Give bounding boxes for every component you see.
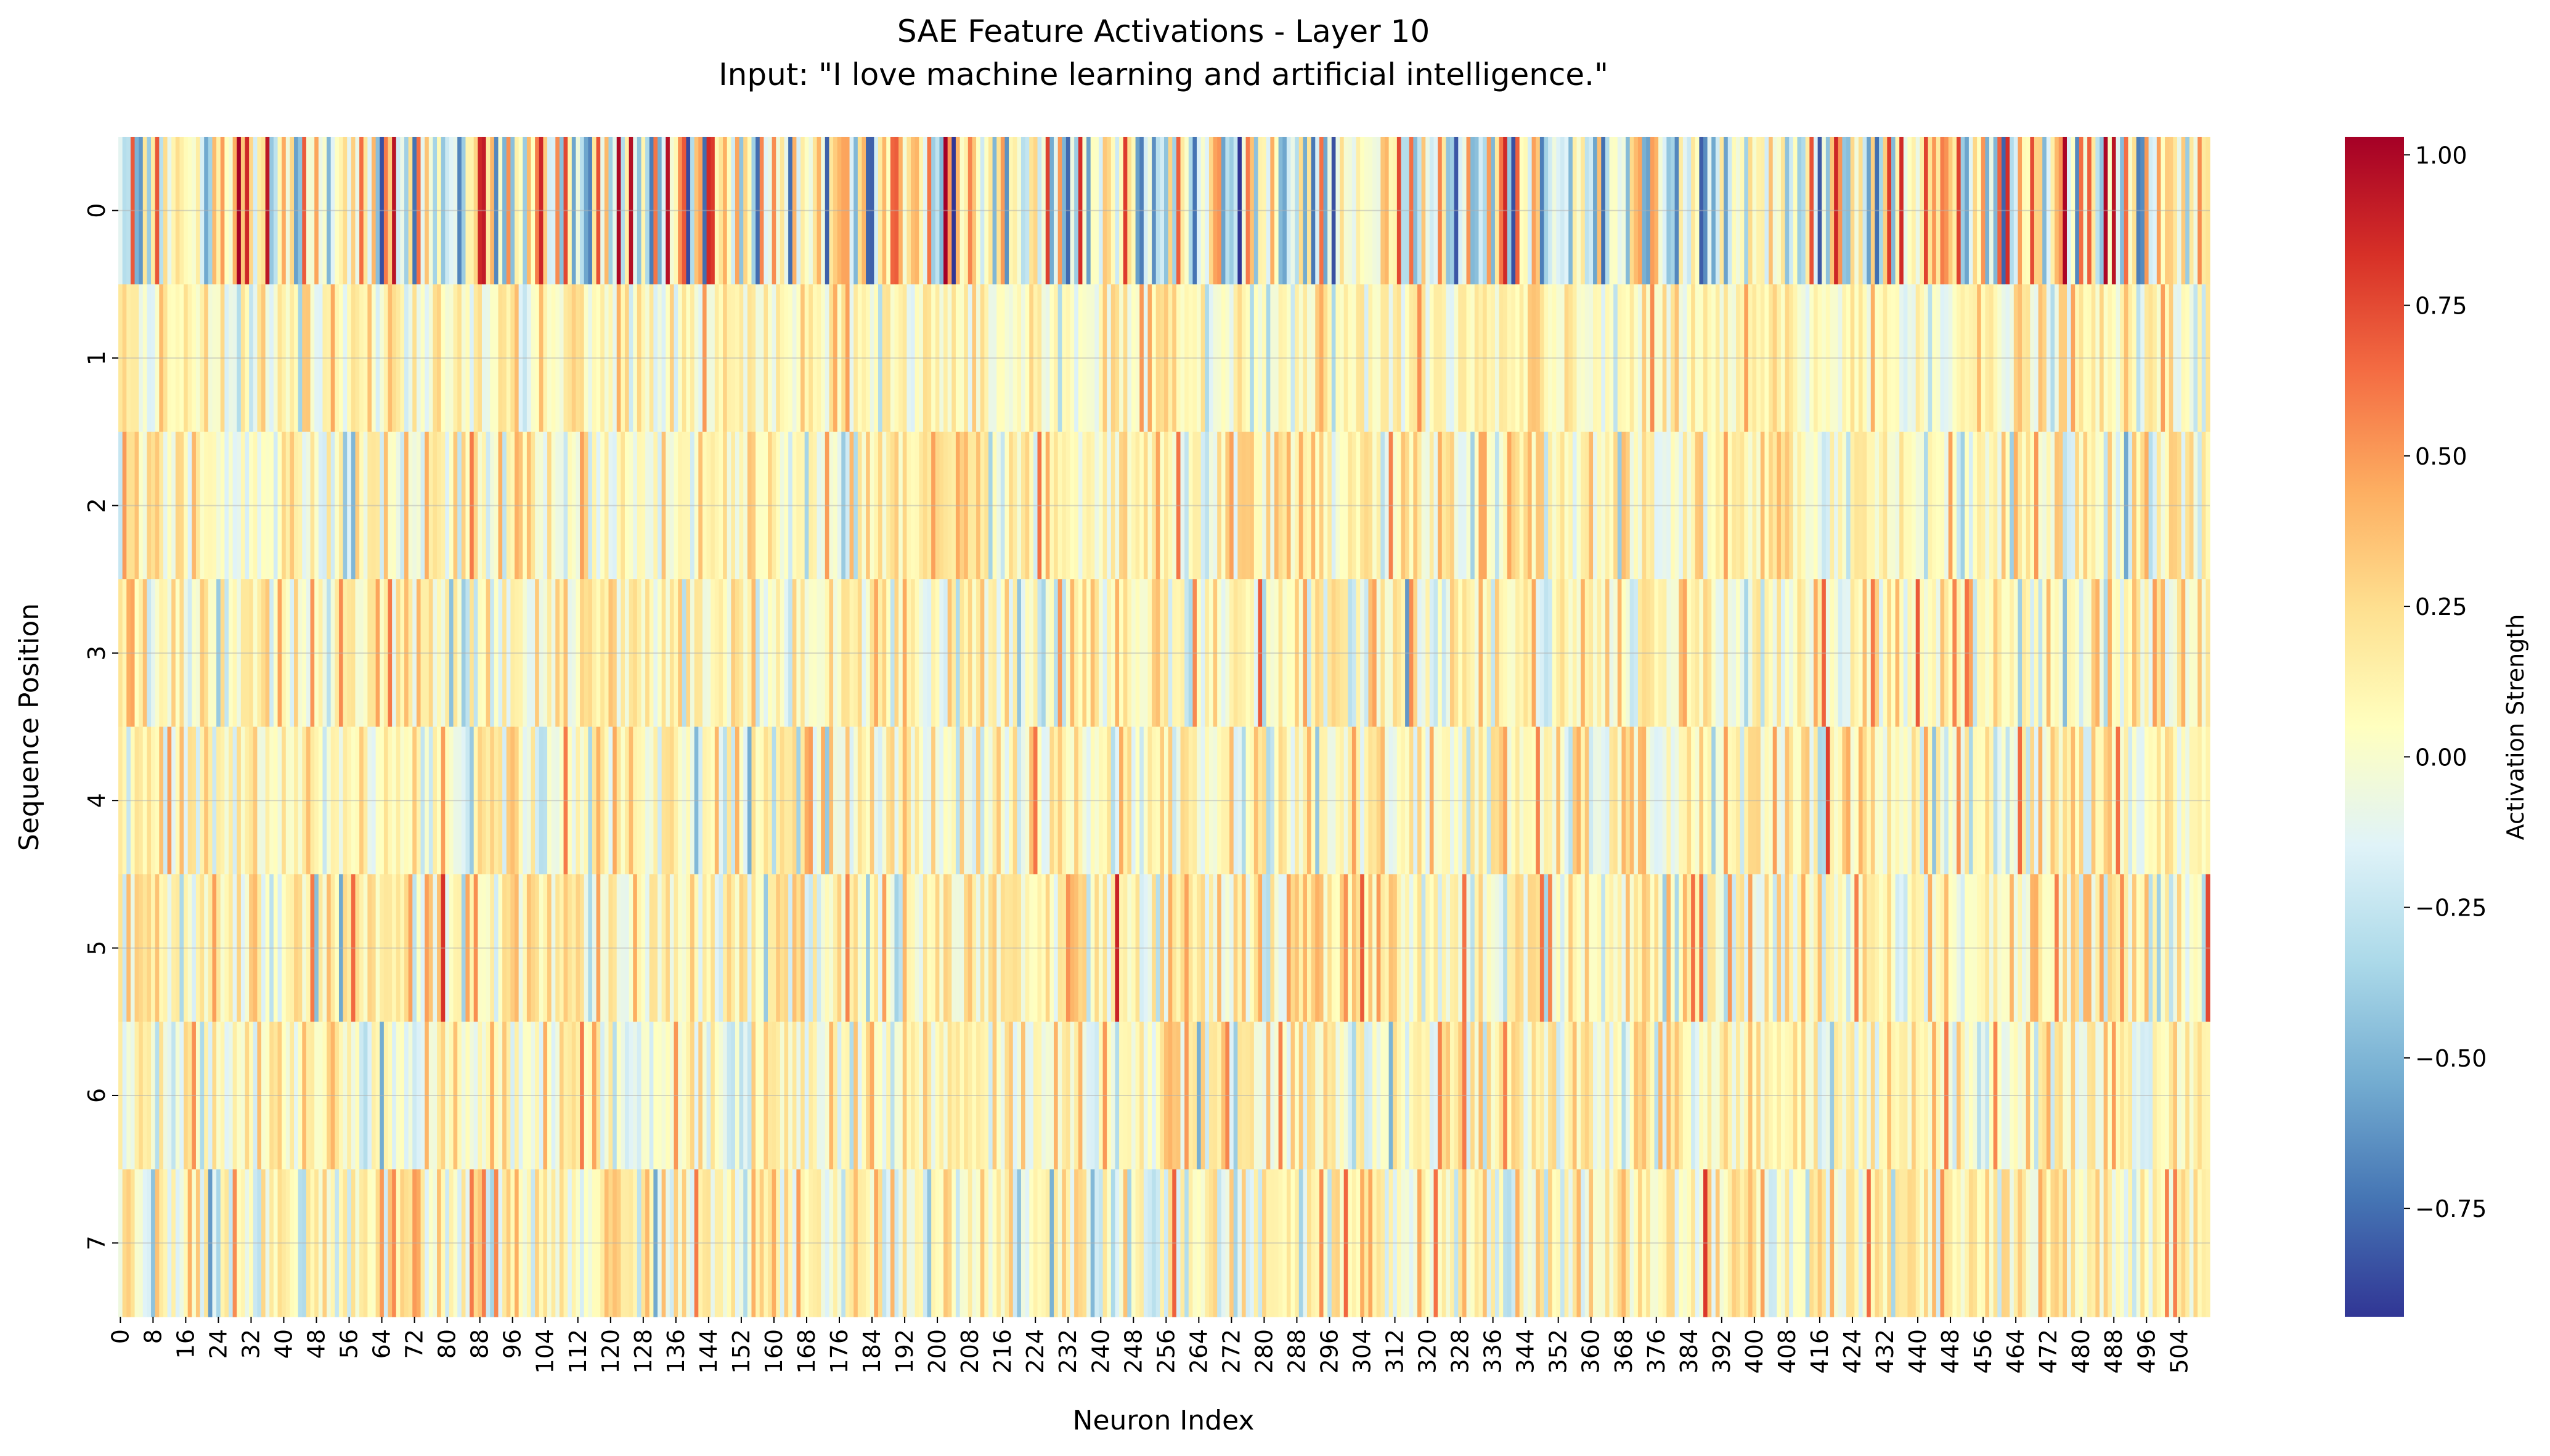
colorbar-tick-label: 0.00 [2415,744,2467,771]
x-tick-label: 192 [891,1329,918,1374]
x-tick-label: 128 [630,1329,657,1374]
y-tick-label: 1 [83,351,110,365]
grid-lines [118,209,2210,1244]
x-tick-label: 88 [466,1329,494,1359]
chart-title: SAE Feature Activations - Layer 10 [897,14,1430,49]
x-tick-label: 344 [1512,1329,1539,1374]
x-tick-label: 200 [924,1329,951,1374]
x-tick-label: 408 [1774,1329,1801,1374]
x-tick-label: 8 [139,1329,166,1344]
x-tick-label: 216 [989,1329,1016,1374]
x-tick-label: 272 [1218,1329,1245,1374]
colorbar-tick-label: 0.75 [2415,293,2467,320]
x-tick-label: 352 [1545,1329,1572,1374]
x-tick-label: 112 [564,1329,592,1374]
x-tick-label: 376 [1643,1329,1670,1374]
x-tick-label: 472 [2035,1329,2062,1374]
x-tick-label: 184 [858,1329,886,1374]
x-tick-label: 384 [1676,1329,1703,1374]
x-tick-label: 240 [1087,1329,1114,1374]
x-tick-label: 304 [1349,1329,1376,1374]
y-tick-label: 2 [83,498,110,513]
x-tick-label: 40 [270,1329,297,1359]
x-tick-label: 120 [597,1329,624,1374]
y-tick-label: 5 [83,940,110,955]
x-tick-label: 208 [956,1329,984,1374]
x-tick-label: 64 [369,1329,396,1359]
y-tick-label: 6 [83,1088,110,1103]
x-tick-label: 296 [1316,1329,1343,1374]
x-tick-label: 48 [303,1329,330,1359]
x-tick-label: 440 [1904,1329,1931,1374]
colorbar-tick-label: −0.25 [2415,895,2487,922]
x-tick-label: 224 [1022,1329,1049,1374]
x-tick-label: 392 [1708,1329,1735,1374]
x-tick-label: 32 [237,1329,264,1359]
x-tick-label: 336 [1480,1329,1507,1374]
x-tick-label: 80 [434,1329,461,1359]
x-tick-label: 280 [1250,1329,1277,1374]
x-tick-label: 488 [2100,1329,2127,1374]
colorbar-label: Activation Strength [2502,614,2529,840]
x-tick-label: 16 [172,1329,199,1359]
x-tick-label: 72 [401,1329,428,1359]
x-tick-label: 152 [728,1329,755,1374]
y-tick-label: 4 [83,793,110,808]
x-tick-label: 104 [532,1329,559,1374]
x-tick-label: 24 [205,1329,232,1359]
x-axis-label: Neuron Index [1073,1405,1255,1436]
x-axis: 0 8 16 24 32 40 48 56 64 72 80 88 96 104 112 120 128 136 1… [107,1317,2193,1374]
x-tick-label: 432 [1872,1329,1899,1374]
x-tick-label: 264 [1185,1329,1212,1374]
heatmap-cells [118,137,2210,1317]
y-tick-label: 3 [83,646,110,661]
x-tick-label: 368 [1610,1329,1637,1374]
colorbar-tick-label: 0.25 [2415,593,2467,620]
x-tick-label: 136 [662,1329,690,1374]
colorbar-tick-label: −0.75 [2415,1195,2487,1222]
x-tick-label: 96 [499,1329,526,1359]
x-tick-label: 424 [1839,1329,1866,1374]
x-tick-label: 464 [2002,1329,2029,1374]
chart-subtitle: Input: "I love machine learning and arti… [719,57,1608,92]
y-tick-label: 0 [83,203,110,218]
x-tick-label: 504 [2165,1329,2193,1374]
x-tick-label: 144 [695,1329,722,1374]
y-axis-label: Sequence Position [14,603,45,851]
y-axis: 0 1 2 3 4 5 6 7 [83,203,118,1250]
x-tick-label: 176 [826,1329,853,1374]
x-tick-label: 312 [1382,1329,1409,1374]
x-tick-label: 456 [1970,1329,1997,1374]
x-tick-label: 480 [2067,1329,2095,1374]
x-tick-label: 0 [107,1329,134,1344]
colorbar-tick-label: 0.50 [2415,443,2467,470]
colorbar-tick-label: 1.00 [2415,142,2467,169]
x-tick-label: 168 [793,1329,820,1374]
x-tick-label: 160 [760,1329,788,1374]
x-tick-label: 400 [1741,1329,1768,1374]
x-tick-label: 328 [1447,1329,1474,1374]
x-tick-label: 256 [1152,1329,1179,1374]
x-tick-label: 232 [1054,1329,1082,1374]
y-tick-label: 7 [83,1235,110,1250]
x-tick-label: 56 [336,1329,363,1359]
x-tick-label: 360 [1578,1329,1605,1374]
colorbar-ticks: 1.00 0.75 0.50 0.25 0.00 −0.25 −0.50 −0.75 [2404,142,2487,1222]
x-tick-label: 496 [2133,1329,2160,1374]
x-tick-label: 320 [1414,1329,1441,1374]
x-tick-label: 248 [1120,1329,1147,1374]
x-tick-label: 448 [1937,1329,1964,1374]
colorbar-tick-label: −0.50 [2415,1045,2487,1072]
x-tick-label: 416 [1806,1329,1833,1374]
x-tick-label: 288 [1283,1329,1310,1374]
colorbar [2345,137,2404,1317]
